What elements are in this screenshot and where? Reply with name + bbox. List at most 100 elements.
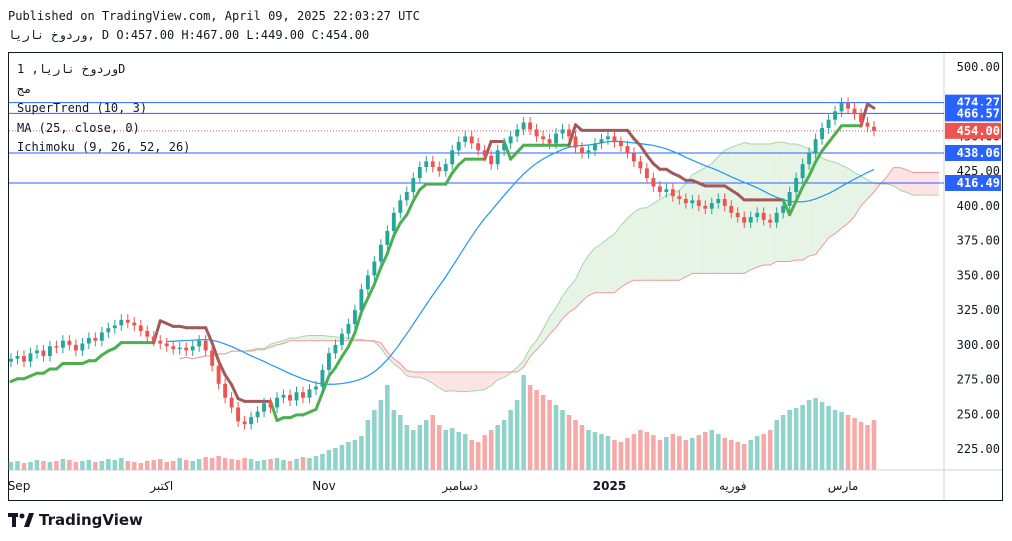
supertrend-segment (638, 144, 649, 157)
volume-bar (806, 400, 812, 470)
supertrend-segment (204, 326, 214, 345)
candle-body (177, 347, 182, 350)
ichimoku-cloud-segment (620, 218, 628, 288)
volume-bar (871, 420, 877, 470)
candle-body (93, 337, 98, 341)
candle-body (151, 336, 156, 341)
candle-body (80, 343, 85, 351)
price-label-text: 416.49 (957, 176, 1000, 190)
price-label-badge (945, 174, 1001, 191)
candle-body (294, 392, 299, 401)
volume-bar (346, 442, 351, 470)
legend-supertrend[interactable]: SuperTrend (10, 3) (17, 101, 148, 115)
ichimoku-cloud-segment (770, 142, 777, 265)
ichimoku-cloud-segment (757, 144, 764, 268)
volume-bar (514, 400, 520, 470)
volume-bar (229, 459, 234, 470)
candle-body (372, 261, 377, 276)
candle-body (618, 141, 623, 147)
tradingview-brand[interactable]: TradingView (8, 511, 143, 529)
candle-body (541, 136, 546, 140)
candle-body (794, 178, 799, 192)
candle-body (327, 353, 331, 370)
volume-bar (761, 434, 766, 470)
legend-ma[interactable]: MA (25, close, 0) (17, 120, 140, 135)
candle-body (73, 344, 78, 351)
volume-bar (326, 450, 332, 470)
volume-bar (54, 461, 59, 470)
candle-body (223, 383, 228, 398)
candle-body (463, 136, 468, 142)
volume-bar (501, 420, 507, 470)
supertrend-segment (366, 282, 376, 300)
candle-body (833, 111, 838, 120)
volume-bar (222, 458, 228, 470)
y-tick-label: 325.00 (957, 303, 1000, 317)
ichimoku-cloud-segment (705, 163, 712, 274)
volume-bar (144, 461, 150, 470)
y-tick-label: 425.00 (957, 164, 1000, 178)
supertrend-segment (210, 341, 221, 363)
ichimoku-cloud-segment (582, 255, 589, 302)
volume-bar (183, 460, 189, 470)
volume-bar (475, 442, 481, 470)
volume-bar (365, 420, 371, 470)
price-label-text: 454.00 (957, 124, 1000, 138)
supertrend-segment (625, 128, 636, 141)
y-tick-label: 250.00 (957, 407, 1000, 421)
candle-body (768, 219, 773, 223)
ichimoku-cloud-segment (893, 167, 900, 191)
supertrend-segment (223, 373, 234, 387)
volume-bar (372, 410, 377, 470)
volume-bar (436, 425, 442, 470)
candle-body (60, 340, 65, 348)
candle-body (657, 186, 662, 192)
candle-body (748, 217, 753, 223)
volume-bar (586, 430, 591, 470)
ichimoku-cloud-segment (672, 190, 680, 281)
volume-bar (858, 422, 864, 470)
volume-bar (573, 420, 578, 470)
volume-bar (398, 415, 403, 470)
supertrend-segment (340, 345, 350, 359)
candle-body (482, 150, 487, 156)
candle-body (703, 205, 708, 209)
candle-body (203, 340, 208, 351)
candle-body (67, 340, 72, 345)
volume-bar (21, 463, 27, 470)
ichimoku-cloud-segment (380, 342, 388, 358)
candle-body (787, 192, 792, 206)
volume-bar (540, 395, 546, 470)
candle-body (145, 331, 150, 337)
candle-body (683, 198, 688, 204)
candle-body (807, 153, 812, 165)
ichimoku-cloud-segment (822, 157, 829, 247)
volume-bar (780, 415, 786, 470)
volume-bar (417, 425, 423, 470)
supertrend-segment (346, 331, 357, 349)
supertrend-segment (379, 252, 389, 270)
candle-body (735, 212, 740, 218)
volume-bar (80, 461, 85, 470)
ichimoku-cloud-segment (763, 144, 771, 265)
volume-bar (553, 405, 559, 470)
ichimoku-cloud-segment (828, 160, 836, 238)
supertrend-segment (372, 266, 383, 286)
volume-bar (86, 460, 92, 470)
candle-body (15, 356, 20, 359)
candle-body (197, 340, 202, 347)
supertrend-segment (320, 374, 331, 395)
candle-body (9, 358, 13, 362)
legend-ichimoku[interactable]: Ichimoku (9, 26, 52, 26) (17, 140, 191, 154)
ichimoku-cloud-segment (601, 238, 608, 293)
volume-bar (28, 462, 33, 470)
volume-bar (579, 425, 585, 470)
supertrend-segment (327, 366, 337, 378)
volume-bar (119, 458, 124, 470)
volume-bar (683, 440, 689, 470)
volume-bar (605, 436, 611, 470)
ichimoku-cloud-segment (815, 153, 823, 255)
ichimoku-cloud-segment (471, 372, 479, 392)
candle-body (346, 324, 351, 334)
